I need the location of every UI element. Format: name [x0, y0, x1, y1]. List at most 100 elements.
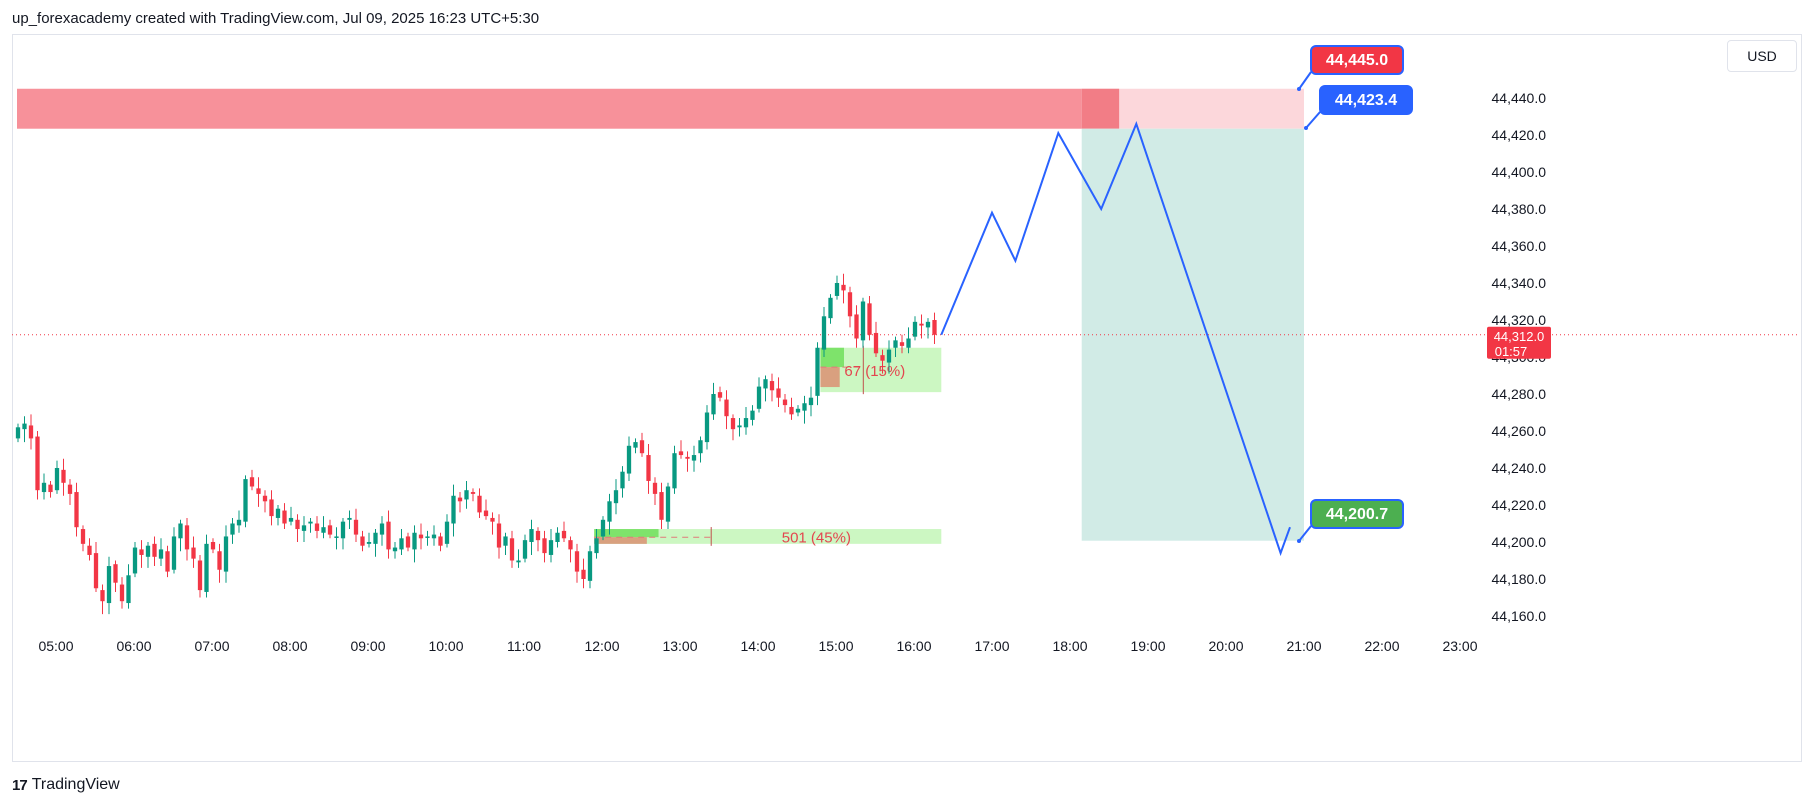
candle-body	[483, 510, 489, 517]
candle-body	[555, 532, 560, 542]
candle-body	[665, 486, 671, 522]
candle-body	[607, 501, 612, 522]
x-tick-label: 10:00	[428, 638, 463, 654]
candle-body	[678, 451, 684, 456]
entry-price-callout: 44,423.4	[1304, 85, 1413, 130]
candle-body	[464, 490, 469, 500]
tradingview-footer: 17 TradingView	[12, 776, 120, 794]
stop-price-callout-dot	[1297, 87, 1301, 91]
candle-body	[353, 519, 359, 535]
candle-body	[334, 536, 339, 538]
candle-body	[282, 510, 287, 524]
candle-body	[704, 412, 710, 443]
x-tick-label: 15:00	[818, 638, 853, 654]
candle-body	[61, 469, 66, 483]
y-axis: 44,160.0 44,180.0 44,200.0 44,220.0 44,240.0…	[1492, 90, 1547, 624]
candle-body	[314, 523, 320, 531]
target-price-callout-box	[1310, 499, 1404, 529]
candle-body	[431, 534, 437, 539]
candle-body	[509, 538, 515, 561]
stop-price-callout-box	[1310, 45, 1404, 75]
entry-price-callout-pointer	[1305, 111, 1321, 129]
countdown-label: 01:57	[1495, 344, 1528, 359]
x-tick-label: 20:00	[1208, 638, 1243, 654]
candle-body	[386, 521, 391, 550]
candle-body	[594, 538, 599, 554]
candle-body	[600, 519, 606, 537]
entry-price-callout-box	[1319, 85, 1413, 115]
candle-body	[659, 492, 664, 520]
candle-body	[776, 388, 781, 398]
candle-body	[873, 332, 879, 354]
entry-price-callout-label: 44,423.4	[1335, 92, 1397, 109]
x-tick-label: 22:00	[1364, 638, 1399, 654]
candle-body	[41, 482, 47, 493]
candle-body	[730, 418, 736, 430]
candle-body	[912, 321, 918, 337]
y-tick-label: 44,260.0	[1492, 423, 1547, 439]
candle-body	[321, 527, 326, 533]
candle-body	[366, 542, 372, 544]
stop-price-callout: 44,445.0	[1297, 45, 1404, 91]
candle-body	[808, 397, 814, 406]
candle-body	[230, 523, 235, 535]
chart-attribution: up_forexacademy created with TradingView…	[12, 10, 540, 27]
candle-body	[243, 479, 248, 522]
stop-price-callout-pointer	[1298, 71, 1312, 90]
price-tags-layer: 44,312.001:57 44,445.0 44,423.4 44,200.7	[1297, 45, 1551, 543]
candle-body	[880, 355, 885, 361]
projection-layer	[940, 121, 1291, 557]
candle-body	[236, 519, 242, 526]
candle-body	[145, 545, 151, 557]
candle-body	[308, 521, 313, 524]
y-tick-label: 44,420.0	[1492, 127, 1547, 143]
candle-body	[763, 379, 768, 389]
candle-body	[821, 316, 827, 350]
candle-body	[542, 538, 547, 554]
candle-body	[841, 284, 846, 291]
candle-body	[93, 553, 99, 589]
measure-loss-bar-1	[820, 367, 840, 388]
candle-body	[490, 517, 495, 522]
candle-body	[847, 292, 853, 317]
currency-button[interactable]: USD	[1727, 40, 1797, 72]
candle-body	[119, 584, 125, 602]
y-tick-label: 44,360.0	[1492, 238, 1547, 254]
candle-body	[15, 427, 21, 439]
stop-price-callout-label: 44,445.0	[1326, 52, 1388, 69]
y-tick-label: 44,320.0	[1492, 312, 1547, 328]
candle-body	[899, 342, 905, 346]
candle-body	[613, 490, 619, 504]
candle-body	[295, 519, 300, 530]
candle-body	[139, 549, 144, 555]
x-tick-label: 06:00	[116, 638, 151, 654]
candle-body	[626, 445, 632, 474]
measure-label-2: 501 (45%)	[782, 529, 851, 546]
target-price-callout-dot	[1297, 539, 1301, 543]
x-tick-label: 19:00	[1130, 638, 1165, 654]
x-tick-label: 17:00	[974, 638, 1009, 654]
candle-body	[750, 410, 755, 420]
measure-label-1: 67 (15%)	[844, 363, 905, 380]
candle-body	[275, 508, 281, 518]
chart-frame	[12, 34, 1802, 762]
candle-body	[561, 530, 567, 539]
measure-gain-bar-1	[820, 347, 844, 368]
candle-body	[867, 303, 872, 335]
candle-body	[360, 536, 365, 546]
supply-zone	[17, 88, 1082, 129]
candle-body	[347, 517, 352, 520]
candle-body	[80, 529, 86, 544]
target-price-callout-label: 44,200.7	[1326, 506, 1388, 523]
candle-body	[412, 532, 417, 550]
candle-body	[906, 338, 911, 348]
x-tick-label: 05:00	[38, 638, 73, 654]
target-price-callout: 44,200.7	[1297, 499, 1404, 543]
x-tick-label: 07:00	[194, 638, 229, 654]
x-tick-label: 11:00	[507, 638, 541, 654]
current-price-bg	[1487, 326, 1551, 359]
candle-body	[223, 536, 229, 572]
candle-body	[535, 530, 541, 541]
candle-body	[769, 381, 775, 391]
